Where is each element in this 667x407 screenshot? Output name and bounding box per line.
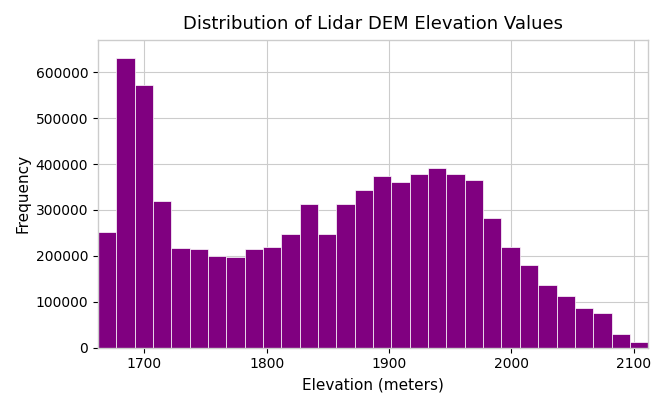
Bar (465, 179, 483, 348)
Bar (189, 249, 208, 348)
Y-axis label: Frequency: Frequency (15, 154, 30, 234)
Bar (575, 308, 593, 348)
Bar (410, 174, 428, 348)
Bar (612, 334, 630, 348)
Bar (281, 234, 299, 348)
Bar (520, 265, 538, 348)
Bar (318, 234, 336, 348)
Bar (171, 248, 189, 348)
Bar (538, 285, 556, 348)
X-axis label: Elevation (meters): Elevation (meters) (302, 377, 444, 392)
Bar (116, 59, 135, 348)
Bar (245, 249, 263, 348)
Bar (392, 182, 410, 348)
Bar (98, 232, 116, 348)
Bar (593, 313, 612, 348)
Title: Distribution of Lidar DEM Elevation Values: Distribution of Lidar DEM Elevation Valu… (183, 15, 563, 33)
Bar (630, 342, 648, 348)
Bar (299, 204, 318, 348)
Bar (135, 85, 153, 348)
Bar (483, 218, 502, 348)
Bar (263, 247, 281, 348)
Bar (226, 257, 245, 348)
Bar (373, 175, 392, 348)
Bar (428, 168, 446, 348)
Bar (556, 296, 575, 348)
Bar (502, 247, 520, 348)
Bar (355, 190, 373, 348)
Bar (208, 256, 226, 348)
Bar (153, 201, 171, 348)
Bar (446, 174, 465, 348)
Bar (336, 204, 355, 348)
